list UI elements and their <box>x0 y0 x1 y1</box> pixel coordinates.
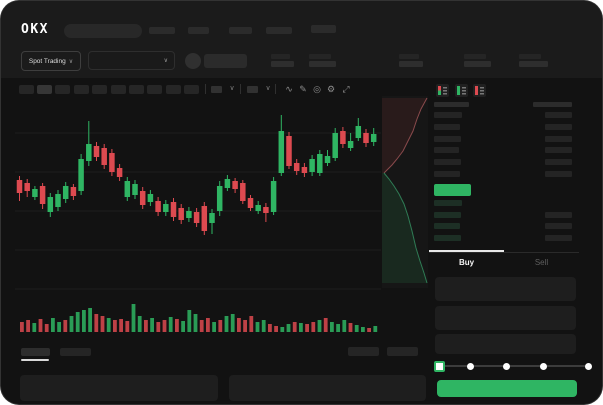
orderbook-combined-icon[interactable] <box>436 84 449 97</box>
ask-amount <box>545 159 572 165</box>
orderbook-bids-icon[interactable] <box>454 84 468 97</box>
history-panel <box>229 375 426 401</box>
order-price-input[interactable] <box>435 277 576 301</box>
ask-price[interactable] <box>434 112 462 118</box>
bid-amount <box>545 212 572 218</box>
timeframe-button[interactable] <box>92 85 107 94</box>
orderbook-header-amount <box>533 102 572 107</box>
ask-amount <box>545 112 572 118</box>
pair-selector[interactable]: ∨ <box>88 51 175 70</box>
stat-value <box>399 61 423 67</box>
order-total-input[interactable] <box>435 334 576 354</box>
indicator-chevron-icon[interactable]: ∨ <box>265 85 271 92</box>
chevron-down-icon: ∨ <box>163 58 168 64</box>
draw-tool-icon[interactable]: ✎ <box>299 84 307 94</box>
timeframe-button[interactable] <box>19 85 34 94</box>
slider-step-dot[interactable] <box>503 362 510 370</box>
bid-price[interactable] <box>434 235 461 241</box>
stat-value <box>464 61 491 67</box>
ask-amount <box>545 136 572 142</box>
last-price-badge[interactable] <box>434 184 471 196</box>
timeframe-button[interactable] <box>166 85 181 94</box>
search-input[interactable] <box>64 24 142 38</box>
fullscreen-icon[interactable]: ⤢ <box>342 84 350 94</box>
nav-item[interactable] <box>149 27 175 34</box>
tab-divider <box>429 252 579 253</box>
ask-price[interactable] <box>434 147 459 153</box>
stat-label <box>399 54 419 59</box>
bid-price[interactable] <box>434 223 460 229</box>
nav-item[interactable] <box>188 27 209 34</box>
ask-price[interactable] <box>434 171 460 177</box>
nav-item[interactable] <box>266 27 292 34</box>
interval-selector[interactable] <box>211 86 222 93</box>
amount-slider-track[interactable] <box>438 365 589 367</box>
stat-value <box>309 61 336 67</box>
ask-amount <box>545 124 572 130</box>
chart-settings-icon[interactable]: ⚙ <box>326 84 336 94</box>
market-type-selector[interactable]: Spot Trading ∨ <box>21 51 81 71</box>
ask-price[interactable] <box>434 159 461 165</box>
stat-label <box>464 54 486 59</box>
bid-price[interactable] <box>434 212 461 218</box>
market-type-label: Spot Trading <box>28 57 66 65</box>
bottom-tab-active[interactable] <box>21 348 50 356</box>
timeframe-button-active[interactable] <box>37 85 52 94</box>
tab-buy[interactable]: Buy <box>458 258 475 267</box>
bottom-tab[interactable] <box>60 348 91 356</box>
stat-label <box>519 54 541 59</box>
slider-handle[interactable] <box>434 361 445 372</box>
ask-amount <box>545 147 572 153</box>
timeframe-button[interactable] <box>147 85 162 94</box>
bid-amount <box>545 235 572 241</box>
bottom-action-button[interactable] <box>348 347 379 356</box>
camera-icon[interactable]: ◎ <box>313 84 321 94</box>
order-amount-input[interactable] <box>435 306 576 330</box>
bid-price[interactable] <box>434 200 462 206</box>
nav-item[interactable] <box>311 25 336 33</box>
orderbook-asks-icon[interactable] <box>473 84 486 97</box>
toolbar-divider <box>205 84 206 94</box>
bottom-action-button[interactable] <box>387 347 418 356</box>
avatar[interactable] <box>185 53 201 69</box>
interval-chevron-icon[interactable]: ∨ <box>229 85 235 92</box>
nav-item[interactable] <box>229 27 252 34</box>
bottom-tab-indicator <box>21 359 49 361</box>
stat-value <box>271 61 294 67</box>
timeframe-button[interactable] <box>129 85 144 94</box>
timeframe-button[interactable] <box>74 85 89 94</box>
timeframe-button[interactable] <box>184 85 199 94</box>
stat-label <box>309 54 331 59</box>
toolbar-divider <box>275 84 276 94</box>
stat-label <box>271 54 290 59</box>
submit-order-button[interactable] <box>437 380 577 397</box>
indicator-selector[interactable] <box>247 86 258 93</box>
timeframe-button[interactable] <box>111 85 126 94</box>
ask-amount <box>545 171 572 177</box>
slider-step-dot[interactable] <box>539 362 547 370</box>
chevron-down-icon: ∨ <box>68 58 74 65</box>
bid-amount <box>545 223 572 229</box>
ask-price[interactable] <box>434 136 461 142</box>
okx-logo: OKX <box>21 22 49 37</box>
toolbar-divider <box>240 84 241 94</box>
buy-tab-indicator <box>429 250 504 252</box>
line-tool-icon[interactable]: ∿ <box>285 84 293 94</box>
slider-step-dot[interactable] <box>466 362 474 370</box>
slider-step-dot[interactable] <box>584 362 592 370</box>
orders-panel <box>20 375 218 401</box>
stat-value <box>519 61 548 67</box>
user-menu[interactable] <box>204 54 247 68</box>
tab-sell[interactable]: Sell <box>534 258 549 267</box>
ask-price[interactable] <box>434 124 460 130</box>
timeframe-button[interactable] <box>55 85 70 94</box>
orderbook-header-price <box>434 102 469 107</box>
